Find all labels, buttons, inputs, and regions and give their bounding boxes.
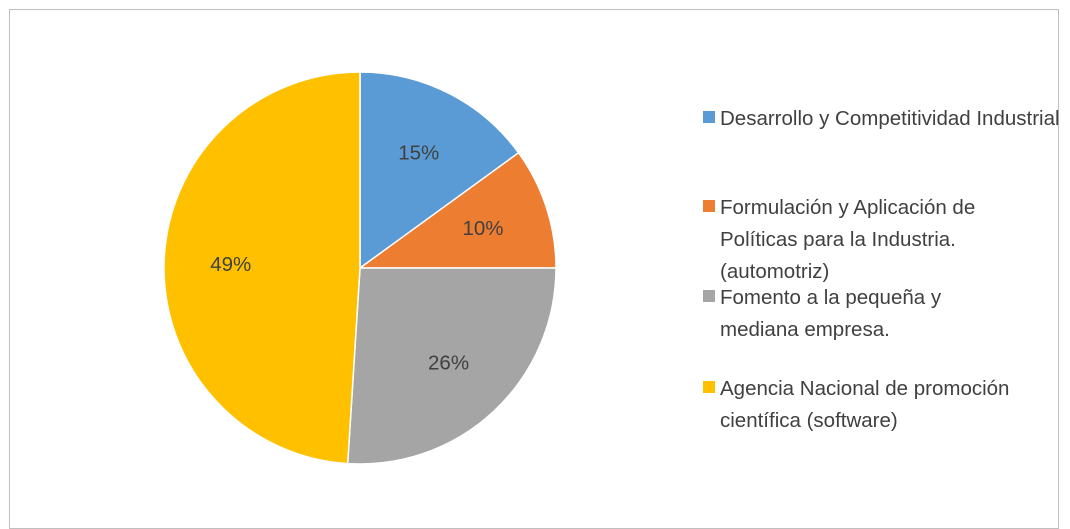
slice-fomento [346, 267, 557, 465]
legend-label: Fomento a la pequeña y mediana empresa. [720, 286, 942, 341]
legend-swatch [703, 381, 715, 393]
legend-label: Desarrollo y Competitividad Industrial [720, 107, 1060, 130]
legend-swatch [703, 200, 715, 212]
legend-item-fomento: Fomento a la pequeña y mediana empresa. [703, 282, 1020, 346]
legend-item-desarrollo: Desarrollo y Competitividad Industrial [703, 103, 1060, 135]
legend-label: Agencia Nacional de promoción científica… [720, 377, 1010, 432]
legend-item-agencia: Agencia Nacional de promoción científica… [703, 373, 1060, 437]
legend-item-formulacion: Formulación y Aplicación de Políticas pa… [703, 192, 1050, 288]
slice-formulacion [357, 151, 557, 269]
data-label: 26% [428, 351, 469, 374]
slice-desarrollo [359, 71, 520, 270]
data-label: 10% [463, 217, 504, 240]
legend-swatch [703, 111, 715, 123]
pie-slices [163, 71, 557, 465]
slice-agencia [163, 71, 361, 465]
legend-label: Formulación y Aplicación de Políticas pa… [720, 196, 976, 283]
data-label: 15% [398, 142, 439, 165]
data-label: 49% [210, 253, 251, 276]
pie-data-labels: 15% 10% 26% 49% [210, 142, 503, 375]
legend-swatch [703, 290, 715, 302]
